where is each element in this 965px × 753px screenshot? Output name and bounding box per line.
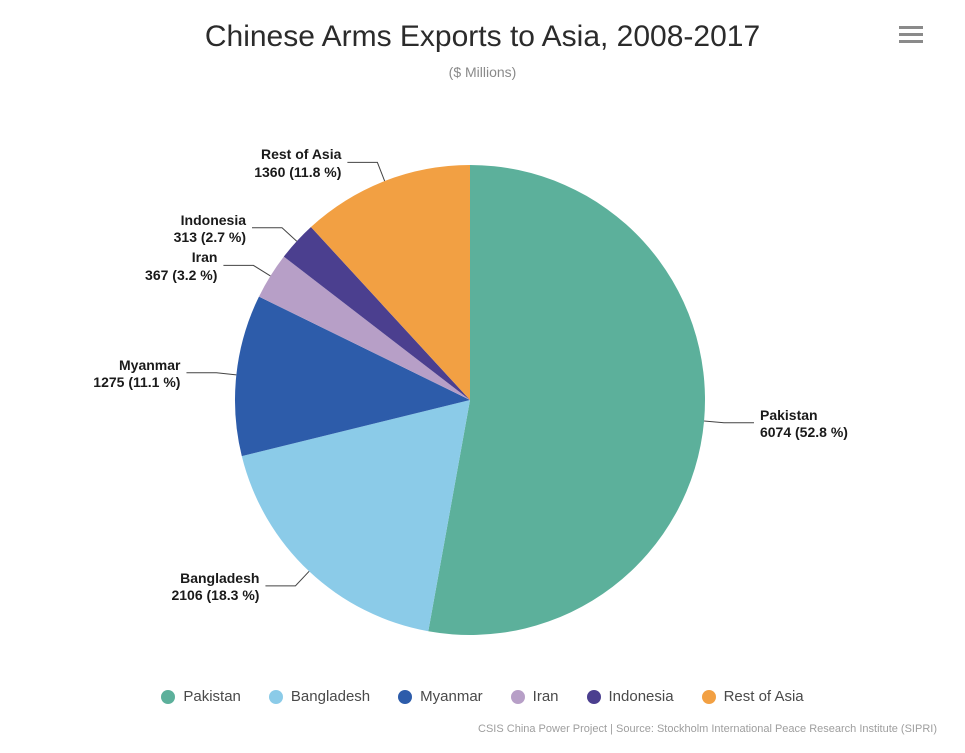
- hamburger-menu-icon[interactable]: [899, 26, 923, 44]
- slice-label-indonesia: Indonesia313 (2.7 %): [174, 212, 246, 247]
- legend-dot-icon: [269, 690, 283, 704]
- chart-container: Chinese Arms Exports to Asia, 2008-2017 …: [0, 0, 965, 753]
- legend-item-bangladesh[interactable]: Bangladesh: [269, 688, 370, 705]
- slice-label-rest-of-asia: Rest of Asia1360 (11.8 %): [254, 146, 341, 181]
- slice-connector: [223, 265, 270, 276]
- legend-item-pakistan[interactable]: Pakistan: [161, 688, 241, 705]
- slice-label-iran: Iran367 (3.2 %): [145, 249, 217, 284]
- legend-item-iran[interactable]: Iran: [511, 688, 559, 705]
- slice-label-pakistan: Pakistan6074 (52.8 %): [760, 407, 848, 442]
- slice-connector: [347, 162, 384, 181]
- slice-connector: [252, 228, 297, 242]
- slice-label-bangladesh: Bangladesh2106 (18.3 %): [171, 570, 259, 605]
- legend-dot-icon: [587, 690, 601, 704]
- legend-item-rest-of-asia[interactable]: Rest of Asia: [702, 688, 804, 705]
- slice-connector: [265, 571, 309, 586]
- source-credit: CSIS China Power Project | Source: Stock…: [478, 723, 937, 735]
- slice-label-myanmar: Myanmar1275 (11.1 %): [93, 357, 180, 392]
- slice-connector: [704, 421, 754, 423]
- legend-dot-icon: [161, 690, 175, 704]
- legend-label: Myanmar: [420, 688, 483, 705]
- chart-title: Chinese Arms Exports to Asia, 2008-2017: [0, 20, 965, 54]
- chart-subtitle: ($ Millions): [0, 64, 965, 80]
- slice-connector: [186, 373, 236, 375]
- legend-dot-icon: [511, 690, 525, 704]
- pie-chart-area: Pakistan6074 (52.8 %) Bangladesh2106 (18.…: [0, 100, 965, 660]
- legend-dot-icon: [702, 690, 716, 704]
- legend-label: Indonesia: [609, 688, 674, 705]
- legend-dot-icon: [398, 690, 412, 704]
- legend-label: Pakistan: [183, 688, 241, 705]
- legend-label: Rest of Asia: [724, 688, 804, 705]
- legend-label: Iran: [533, 688, 559, 705]
- legend-label: Bangladesh: [291, 688, 370, 705]
- legend-item-indonesia[interactable]: Indonesia: [587, 688, 674, 705]
- legend: Pakistan Bangladesh Myanmar Iran Indonesia Re…: [0, 688, 965, 705]
- legend-item-myanmar[interactable]: Myanmar: [398, 688, 483, 705]
